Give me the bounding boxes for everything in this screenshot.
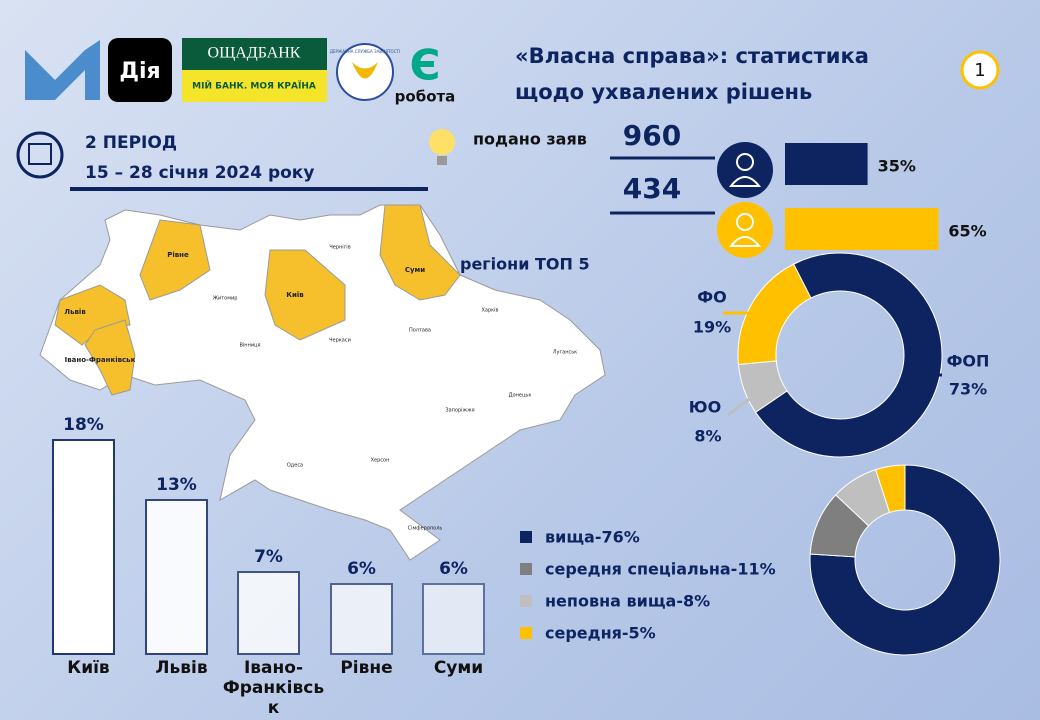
logo-text: МІЙ БАНК. МОЯ КРАЇНА <box>192 80 316 92</box>
logo-bank <box>182 38 327 70</box>
bulb-icon <box>437 156 447 165</box>
map-region-label: Львів <box>64 308 86 316</box>
map-region-label: Київ <box>286 291 304 299</box>
map-region-label: Вінниця <box>239 343 260 349</box>
submitted: 960 <box>623 119 681 152</box>
map-region-label: Одеса <box>287 463 303 469</box>
map-region-top <box>84 319 136 396</box>
logo-text: робота <box>395 88 456 106</box>
map-region-label: Рівне <box>167 251 189 259</box>
map-label: регіони ТОП 5 <box>460 255 590 274</box>
donut-segment <box>754 252 943 458</box>
map-region-label: Івано-Франківськ <box>65 356 136 364</box>
map-region-label: Чернігів <box>329 245 350 251</box>
legend-swatch <box>520 627 532 639</box>
category-label: ЮО <box>689 398 721 417</box>
map-region-top <box>139 219 211 301</box>
map-region-label: Полтава <box>409 328 431 334</box>
bar <box>237 571 300 655</box>
value-label: 35% <box>878 157 916 176</box>
map-region-label: Запоріжжя <box>445 408 474 414</box>
category-label: ФО <box>697 288 726 307</box>
map-region-top <box>379 204 461 301</box>
female-icon <box>736 213 754 231</box>
logo-text: ДЕРЖАВНА СЛУЖБА ЗАЙНЯТОСТІ <box>330 49 400 54</box>
bar <box>422 583 485 655</box>
period-dates: 15 – 28 січня 2024 року <box>85 163 314 183</box>
map-region-label: Черкаси <box>329 338 351 344</box>
page-badge <box>960 50 1000 90</box>
value-label: 73% <box>949 380 987 399</box>
category-label: Рівне <box>340 658 393 678</box>
logo-e: Є <box>410 41 441 90</box>
calendar-icon <box>28 143 52 165</box>
legend-swatch <box>520 531 532 543</box>
value-label: 19% <box>693 318 731 337</box>
logo-text: Дія <box>119 59 160 84</box>
map-region-label: Харків <box>481 308 498 314</box>
leader-line <box>727 395 753 417</box>
male-icon <box>736 153 754 171</box>
category-label: Київ <box>67 658 110 678</box>
bar <box>785 208 939 250</box>
bar <box>785 143 868 185</box>
value-label: 6% <box>347 559 376 579</box>
category-label: Львів <box>155 658 208 678</box>
legend-label: вища-76% <box>545 528 640 547</box>
bar <box>145 499 208 655</box>
bar <box>52 439 115 655</box>
donut-segment <box>875 464 906 514</box>
map-region-label: Суми <box>405 266 425 274</box>
legend-label: середня спеціальна-11% <box>545 560 776 579</box>
value-label: 7% <box>254 547 283 567</box>
map-region-label: Сімферополь <box>408 526 443 532</box>
map-region-label: Луганськ <box>553 350 577 356</box>
bar <box>330 583 393 655</box>
female-icon <box>728 236 762 247</box>
legend-label: середня-5% <box>545 624 656 643</box>
period-label: 2 ПЕРІОД <box>85 133 177 153</box>
approved: 434 <box>623 172 681 205</box>
logo-text: ОЩАДБАНК <box>208 45 301 62</box>
map-region-label: Херсон <box>371 458 390 464</box>
logo-service <box>352 62 378 79</box>
value-label: 18% <box>63 415 104 435</box>
legend-swatch <box>520 595 532 607</box>
map-region-label: Житомир <box>213 296 238 302</box>
logo-bank <box>182 70 327 102</box>
male-icon <box>728 176 762 187</box>
map-outline <box>39 204 606 561</box>
map-region-label: Донецьк <box>509 393 532 399</box>
title: «Власна справа»: статистика щодо ухвален… <box>515 44 869 104</box>
page-number: 1 <box>974 60 985 81</box>
value-label: 13% <box>156 475 197 495</box>
value-label: 6% <box>439 559 468 579</box>
calendar-icon <box>16 131 64 179</box>
category-label: Івано-Франківськ <box>222 658 325 718</box>
logo-diia <box>108 38 172 102</box>
legend-label: неповна вища-8% <box>545 592 710 611</box>
category-label: Суми <box>433 658 484 678</box>
logo-m <box>25 40 100 100</box>
category-label: ФОП <box>947 352 990 371</box>
legend-swatch <box>520 563 532 575</box>
map: Львів Івано-Франківськ Рівне Київ Суми Черніг… <box>39 204 606 561</box>
applications-label: подано заяв <box>473 130 587 149</box>
map-region-top <box>264 249 346 341</box>
value-label: 8% <box>694 427 721 446</box>
bulb-icon <box>429 129 455 155</box>
donut-segment <box>809 464 1001 656</box>
value-label: 65% <box>948 222 986 241</box>
